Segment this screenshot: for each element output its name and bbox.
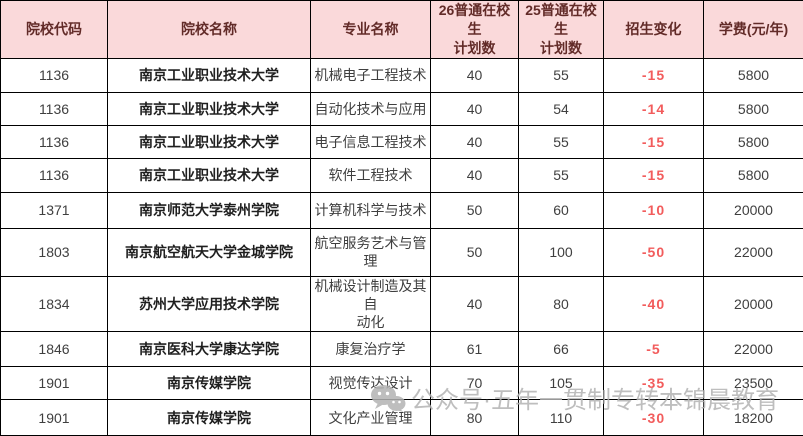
cell-tuition: 22000 <box>704 332 803 367</box>
cell-tuition: 22000 <box>704 228 803 276</box>
cell-college: 南京工业职业技术大学 <box>108 158 311 192</box>
header-plan25: 25普通在校生 计划数 <box>519 1 604 59</box>
cell-major: 电子信息工程技术 <box>311 125 431 158</box>
cell-college: 苏州大学应用技术学院 <box>108 276 311 332</box>
cell-college: 南京工业职业技术大学 <box>108 125 311 158</box>
cell-change: -15 <box>604 58 704 92</box>
cell-plan25: 66 <box>519 332 604 367</box>
cell-plan26: 80 <box>431 400 519 436</box>
cell-plan26: 40 <box>431 125 519 158</box>
cell-tuition: 5800 <box>704 125 803 158</box>
cell-college: 南京传媒学院 <box>108 367 311 400</box>
cell-tuition: 5800 <box>704 58 803 92</box>
cell-change: -15 <box>604 125 704 158</box>
cell-code: 1136 <box>1 158 108 192</box>
cell-plan26: 40 <box>431 58 519 92</box>
cell-major: 航空服务艺术与管理 <box>311 228 431 276</box>
header-change: 招生变化 <box>604 1 704 59</box>
cell-change: -5 <box>604 332 704 367</box>
cell-change: -35 <box>604 367 704 400</box>
cell-change: -30 <box>604 400 704 436</box>
cell-tuition: 23500 <box>704 367 803 400</box>
cell-code: 1136 <box>1 58 108 92</box>
cell-college: 南京医科大学康达学院 <box>108 332 311 367</box>
cell-code: 1371 <box>1 192 108 228</box>
cell-code: 1846 <box>1 332 108 367</box>
cell-code: 1136 <box>1 92 108 125</box>
cell-plan25: 55 <box>519 125 604 158</box>
cell-code: 1901 <box>1 367 108 400</box>
cell-tuition: 20000 <box>704 192 803 228</box>
cell-code: 1901 <box>1 400 108 436</box>
cell-plan25: 54 <box>519 92 604 125</box>
cell-change: -14 <box>604 92 704 125</box>
cell-plan25: 100 <box>519 228 604 276</box>
cell-major: 文化产业管理 <box>311 400 431 436</box>
header-college: 院校名称 <box>108 1 311 59</box>
cell-plan26: 40 <box>431 92 519 125</box>
cell-plan25: 110 <box>519 400 604 436</box>
cell-plan26: 50 <box>431 192 519 228</box>
cell-code: 1136 <box>1 125 108 158</box>
header-code: 院校代码 <box>1 1 108 59</box>
cell-major: 计算机科学与技术 <box>311 192 431 228</box>
cell-plan25: 80 <box>519 276 604 332</box>
cell-plan25: 55 <box>519 58 604 92</box>
cell-change: -10 <box>604 192 704 228</box>
cell-change: -50 <box>604 228 704 276</box>
header-major: 专业名称 <box>311 1 431 59</box>
cell-major: 康复治疗学 <box>311 332 431 367</box>
header-plan26: 26普通在校生 计划数 <box>431 1 519 59</box>
cell-plan25: 60 <box>519 192 604 228</box>
header-tuition: 学费(元/年) <box>704 1 803 59</box>
cell-code: 1834 <box>1 276 108 332</box>
cell-tuition: 5800 <box>704 158 803 192</box>
cell-plan26: 40 <box>431 276 519 332</box>
cell-major: 机械电子工程技术 <box>311 58 431 92</box>
cell-plan26: 70 <box>431 367 519 400</box>
cell-college: 南京工业职业技术大学 <box>108 92 311 125</box>
cell-major: 视觉传达设计 <box>311 367 431 400</box>
cell-plan26: 50 <box>431 228 519 276</box>
cell-change: -40 <box>604 276 704 332</box>
cell-plan25: 105 <box>519 367 604 400</box>
cell-college: 南京工业职业技术大学 <box>108 58 311 92</box>
cell-college: 南京师范大学泰州学院 <box>108 192 311 228</box>
cell-major: 软件工程技术 <box>311 158 431 192</box>
cell-college: 南京航空航天大学金城学院 <box>108 228 311 276</box>
cell-change: -15 <box>604 158 704 192</box>
cell-tuition: 5800 <box>704 92 803 125</box>
cell-major: 自动化技术与应用 <box>311 92 431 125</box>
cell-code: 1803 <box>1 228 108 276</box>
cell-plan26: 61 <box>431 332 519 367</box>
cell-major: 机械设计制造及其自 动化 <box>311 276 431 332</box>
cell-tuition: 20000 <box>704 276 803 332</box>
cell-college: 南京传媒学院 <box>108 400 311 436</box>
cell-plan26: 40 <box>431 158 519 192</box>
cell-tuition: 18200 <box>704 400 803 436</box>
cell-plan25: 55 <box>519 158 604 192</box>
